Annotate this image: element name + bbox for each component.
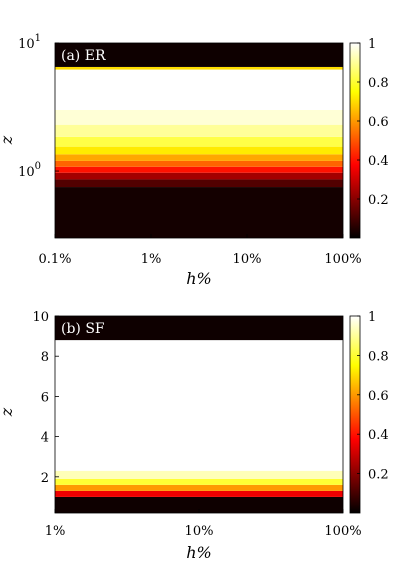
x-tick-label: 10% xyxy=(185,524,214,539)
colorbar-tick-label: 0.8 xyxy=(368,76,389,91)
heatmap-band xyxy=(55,340,343,471)
x-axis-label: h% xyxy=(186,543,212,562)
panel-label: (b) SF xyxy=(61,321,105,337)
colorbar xyxy=(349,315,361,514)
heatmap-band xyxy=(55,166,343,173)
colorbar-tick-label: 1 xyxy=(368,37,376,52)
heatmap-band xyxy=(55,490,343,497)
heatmap-band xyxy=(55,66,343,70)
plot-frame xyxy=(54,42,344,239)
y-tick-label: 2 xyxy=(41,471,49,486)
y-tick-label: 101 xyxy=(18,33,41,52)
colorbar-tick-label: 0.4 xyxy=(368,428,389,443)
heatmap-band xyxy=(55,136,343,147)
heatmap-band xyxy=(55,172,343,180)
heatmap-band xyxy=(55,160,343,167)
heatmap-band xyxy=(55,470,343,479)
x-tick-label: 10% xyxy=(233,252,262,267)
colorbar-tick-label: 0.2 xyxy=(368,468,389,483)
colorbar xyxy=(349,42,361,239)
panel-label: (a) ER xyxy=(61,48,106,64)
y-tick-label: 100 xyxy=(18,161,41,180)
x-tick-label: 0.1% xyxy=(38,252,71,267)
heatmap-band xyxy=(55,316,343,341)
y-tick-label: 8 xyxy=(41,350,49,365)
y-axis-label: z xyxy=(0,135,16,145)
colorbar-tick-label: 0.6 xyxy=(368,389,389,404)
heatmap-band xyxy=(55,69,343,110)
panel-b-sf: 1% 10% 100% 2 4 6 8 10 h% z (b) SF 0.2 0.4 0.6 0.8 1 xyxy=(0,310,389,562)
heatmap-band xyxy=(55,43,343,67)
x-tick-label: 1% xyxy=(141,252,162,267)
heatmap-band xyxy=(55,496,343,513)
y-tick-label: 4 xyxy=(41,431,49,446)
x-axis-label: h% xyxy=(186,269,212,288)
heatmap-band xyxy=(55,484,343,491)
panel-a-er: 0.1% 1% 10% 100% 100 101 h% z (a) ER 0.2 0.4 0.6 0.8… xyxy=(0,33,389,288)
y-tick-label: 6 xyxy=(41,390,49,405)
heatmap-band xyxy=(55,187,343,238)
heatmap-band xyxy=(55,154,343,161)
colorbar-tick-label: 0.6 xyxy=(368,115,389,130)
x-tick-label: 100% xyxy=(324,524,361,539)
x-tick-label: 1% xyxy=(45,524,66,539)
heatmap-band xyxy=(55,478,343,485)
colorbar-tick-label: 0.4 xyxy=(368,154,389,169)
x-tick-label: 100% xyxy=(324,252,361,267)
heatmap-band xyxy=(55,109,343,125)
y-tick-label: 10 xyxy=(32,310,49,325)
heatmap-band xyxy=(55,179,343,188)
colorbar-tick-label: 0.2 xyxy=(368,193,389,208)
y-axis-label: z xyxy=(0,407,16,417)
colorbar-tick-label: 0.8 xyxy=(368,349,389,364)
heatmap-band xyxy=(55,124,343,137)
heatmap-band xyxy=(55,146,343,155)
colorbar-tick-label: 1 xyxy=(368,310,376,325)
